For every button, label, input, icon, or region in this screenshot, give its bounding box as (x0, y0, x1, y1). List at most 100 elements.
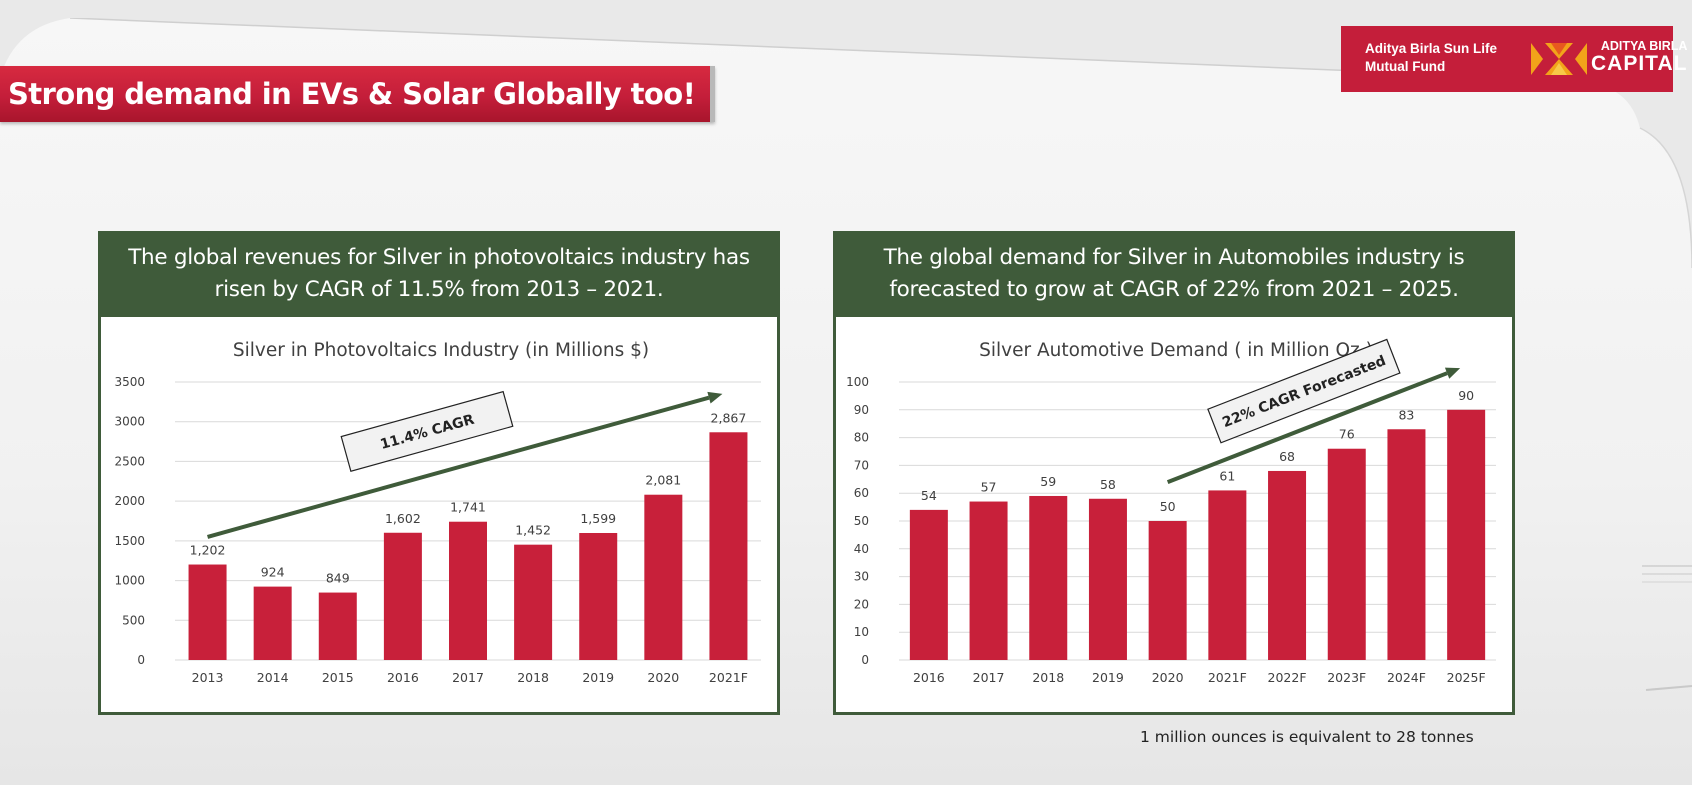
x-tick-label: 2021F (1208, 670, 1247, 685)
y-tick-label: 1500 (114, 534, 145, 548)
data-label: 76 (1339, 427, 1355, 442)
y-tick-label: 2000 (114, 494, 145, 508)
x-tick-label: 2022F (1268, 670, 1307, 685)
auto-demand-chart: Silver Automotive Demand ( in Million Oz… (846, 338, 1496, 685)
bar (709, 432, 748, 660)
y-tick-label: 500 (122, 613, 145, 627)
x-tick-label: 2014 (257, 670, 289, 685)
chart-area: Silver in Photovoltaics Industry (in Mil… (98, 317, 780, 715)
data-label: 61 (1219, 468, 1235, 483)
data-label: 68 (1279, 449, 1295, 464)
panel-header-line1: The global demand for Silver in Automobi… (883, 245, 1465, 270)
data-label: 59 (1040, 474, 1056, 489)
cagr-label: 22% CAGR Forecasted (1220, 353, 1388, 431)
data-label: 1,202 (190, 543, 226, 558)
bar (514, 544, 553, 660)
bar (1208, 490, 1247, 660)
chart-title: Silver Automotive Demand ( in Million Oz… (979, 340, 1373, 361)
x-tick-label: 2020 (647, 670, 679, 685)
brand-name: ADITYA BIRLA CAPITAL (1591, 39, 1687, 75)
bar (969, 501, 1008, 660)
company-logo: Aditya Birla Sun Life Mutual Fund ADITYA… (1341, 26, 1687, 92)
y-tick-label: 70 (854, 458, 869, 472)
x-tick-label: 2019 (582, 670, 614, 685)
pv-revenue-chart: Silver in Photovoltaics Industry (in Mil… (114, 340, 761, 685)
trend-arrow-line (1166, 371, 1448, 484)
fund-name-line2: Mutual Fund (1365, 59, 1446, 74)
trend-arrow-head (1444, 367, 1461, 379)
footnote: 1 million ounces is equivalent to 28 ton… (1140, 728, 1474, 746)
y-tick-label: 100 (846, 375, 869, 389)
y-tick-label: 1000 (114, 574, 145, 588)
bar (1387, 429, 1426, 660)
data-label: 849 (326, 571, 350, 586)
y-tick-label: 50 (854, 514, 869, 528)
bar (1029, 495, 1068, 660)
data-label: 83 (1398, 407, 1414, 422)
y-tick-label: 10 (854, 625, 869, 639)
y-tick-label: 80 (854, 431, 869, 445)
y-tick-label: 3500 (114, 375, 145, 389)
x-tick-label: 2025F (1447, 670, 1486, 685)
y-tick-label: 40 (854, 542, 869, 556)
y-tick-label: 90 (854, 403, 869, 417)
bar (383, 532, 422, 660)
x-tick-label: 2018 (1032, 670, 1064, 685)
x-tick-label: 2015 (322, 670, 354, 685)
y-tick-label: 0 (861, 653, 869, 667)
panel-header: The global revenues for Silver in photov… (98, 231, 780, 317)
x-tick-label: 2016 (387, 670, 419, 685)
chart-title: Silver in Photovoltaics Industry (in Mil… (233, 340, 649, 361)
data-label: 58 (1100, 477, 1116, 492)
pv-revenue-panel: The global revenues for Silver in photov… (98, 231, 780, 715)
bar (1327, 448, 1366, 660)
data-label: 924 (261, 565, 285, 580)
panel-header-line2: forecasted to grow at CAGR of 22% from 2… (889, 277, 1459, 302)
bar (909, 509, 948, 660)
data-label: 1,452 (515, 523, 551, 538)
title-banner: Strong demand in EVs & Solar Globally to… (0, 66, 715, 122)
data-label: 1,741 (450, 500, 486, 515)
x-tick-label: 2013 (192, 670, 224, 685)
bar (449, 521, 487, 660)
brand-name-line1: ADITYA BIRLA (1600, 39, 1688, 53)
x-tick-label: 2020 (1152, 670, 1184, 685)
y-tick-label: 0 (137, 653, 145, 667)
x-tick-label: 2021F (709, 670, 748, 685)
y-tick-label: 20 (854, 597, 869, 611)
x-tick-label: 2017 (973, 670, 1005, 685)
fund-name: Aditya Birla Sun Life Mutual Fund (1365, 40, 1497, 76)
panel-header: The global demand for Silver in Automobi… (833, 231, 1515, 317)
bar (579, 532, 618, 660)
bar (188, 564, 227, 660)
x-tick-label: 2017 (452, 670, 484, 685)
cagr-box (1207, 338, 1401, 444)
data-label: 54 (921, 488, 937, 503)
auto-demand-panel: The global demand for Silver in Automobi… (833, 231, 1515, 715)
data-label: 50 (1160, 499, 1176, 514)
page-title: Strong demand in EVs & Solar Globally to… (8, 77, 696, 111)
y-tick-label: 30 (854, 570, 869, 584)
data-label: 57 (981, 480, 997, 495)
chart-area: Silver Automotive Demand ( in Million Oz… (833, 317, 1515, 715)
brand-name-line2: CAPITAL (1591, 52, 1688, 75)
y-tick-label: 3000 (114, 415, 145, 429)
cagr-box (340, 390, 514, 472)
data-label: 1,602 (385, 511, 421, 526)
y-tick-label: 60 (854, 486, 869, 500)
x-tick-label: 2016 (913, 670, 945, 685)
fund-name-line1: Aditya Birla Sun Life (1365, 41, 1498, 56)
x-tick-label: 2023F (1327, 670, 1366, 685)
bar (318, 592, 357, 660)
sunburst-logo-icon (1531, 43, 1587, 75)
x-tick-label: 2019 (1092, 670, 1124, 685)
x-tick-label: 2024F (1387, 670, 1426, 685)
data-label: 2,867 (711, 410, 747, 425)
data-label: 2,081 (645, 473, 681, 488)
panel-header-line2: risen by CAGR of 11.5% from 2013 – 2021. (214, 277, 664, 302)
bar (1088, 498, 1127, 660)
panel-header-line1: The global revenues for Silver in photov… (128, 245, 750, 270)
trend-arrow-line (207, 395, 710, 539)
bar (1148, 521, 1187, 660)
bar (1268, 470, 1307, 660)
